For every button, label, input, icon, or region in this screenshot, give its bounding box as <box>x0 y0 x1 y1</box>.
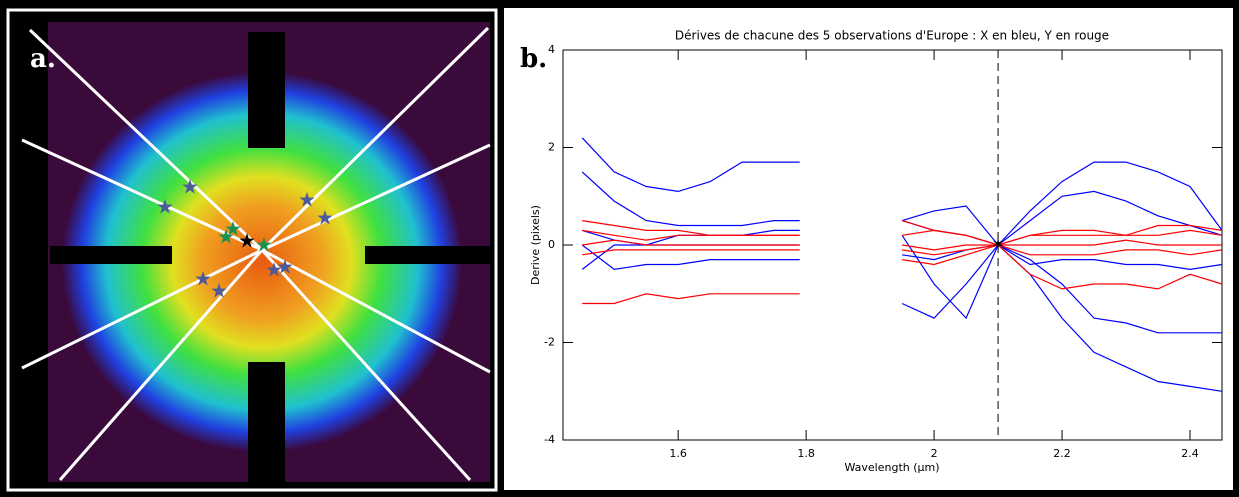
x-axis-label: Wavelength (µm) <box>844 461 939 474</box>
panel-b <box>504 8 1233 490</box>
lines <box>21 26 491 482</box>
svg-text:★: ★ <box>238 229 256 253</box>
frame <box>6 8 498 492</box>
x-tick-label: 1.6 <box>669 447 687 460</box>
svg-text:★: ★ <box>255 233 273 257</box>
mask <box>248 362 285 482</box>
series-line <box>581 137 1223 246</box>
series-line <box>582 244 1223 266</box>
series-line <box>582 220 1223 246</box>
panel-label: b. <box>520 44 547 74</box>
svg-text:★: ★ <box>194 267 212 291</box>
svg-text:★: ★ <box>316 206 334 230</box>
y-tick-label: -2 <box>544 336 555 349</box>
series-line <box>582 244 1223 305</box>
svg-text:★: ★ <box>265 258 283 282</box>
chart-title: Dérives de chacune des 5 observations d'… <box>675 29 1109 43</box>
y-axis-label: Derive (pixels) <box>529 205 542 285</box>
intensity-blob <box>62 72 462 452</box>
svg-text:★: ★ <box>181 175 199 199</box>
y-tick-label: 4 <box>548 43 555 56</box>
svg-text:★: ★ <box>156 195 174 219</box>
x-tick-label: 2 <box>931 447 938 460</box>
svg-text:★: ★ <box>224 217 242 241</box>
reference-star: ✶ <box>991 235 1004 254</box>
series-line <box>582 239 1222 251</box>
stars: ★★ ★★ ★★ ★★ ★★ ★★ <box>156 175 334 303</box>
mask <box>22 22 48 482</box>
y-tick-label: -4 <box>544 433 555 446</box>
mask <box>248 32 285 148</box>
x-tick-label: 1.8 <box>797 447 815 460</box>
panel-label: a. <box>30 44 56 74</box>
series-line <box>581 234 1222 334</box>
mask <box>365 246 490 264</box>
svg-text:★: ★ <box>217 225 235 249</box>
x-tick-label: 2.2 <box>1053 447 1071 460</box>
svg-text:★: ★ <box>298 188 316 212</box>
y-tick-label: 2 <box>548 141 555 154</box>
chart: Dérives de chacune des 5 observations d'… <box>529 29 1223 474</box>
y-tick-label: 0 <box>548 238 555 251</box>
mask <box>50 246 172 264</box>
svg-text:★: ★ <box>210 279 228 303</box>
panel-a: ★★ ★★ ★★ ★★ ★★ ★★ a. <box>6 8 498 492</box>
svg-text:★: ★ <box>276 255 294 279</box>
x-tick-label: 2.4 <box>1181 447 1199 460</box>
